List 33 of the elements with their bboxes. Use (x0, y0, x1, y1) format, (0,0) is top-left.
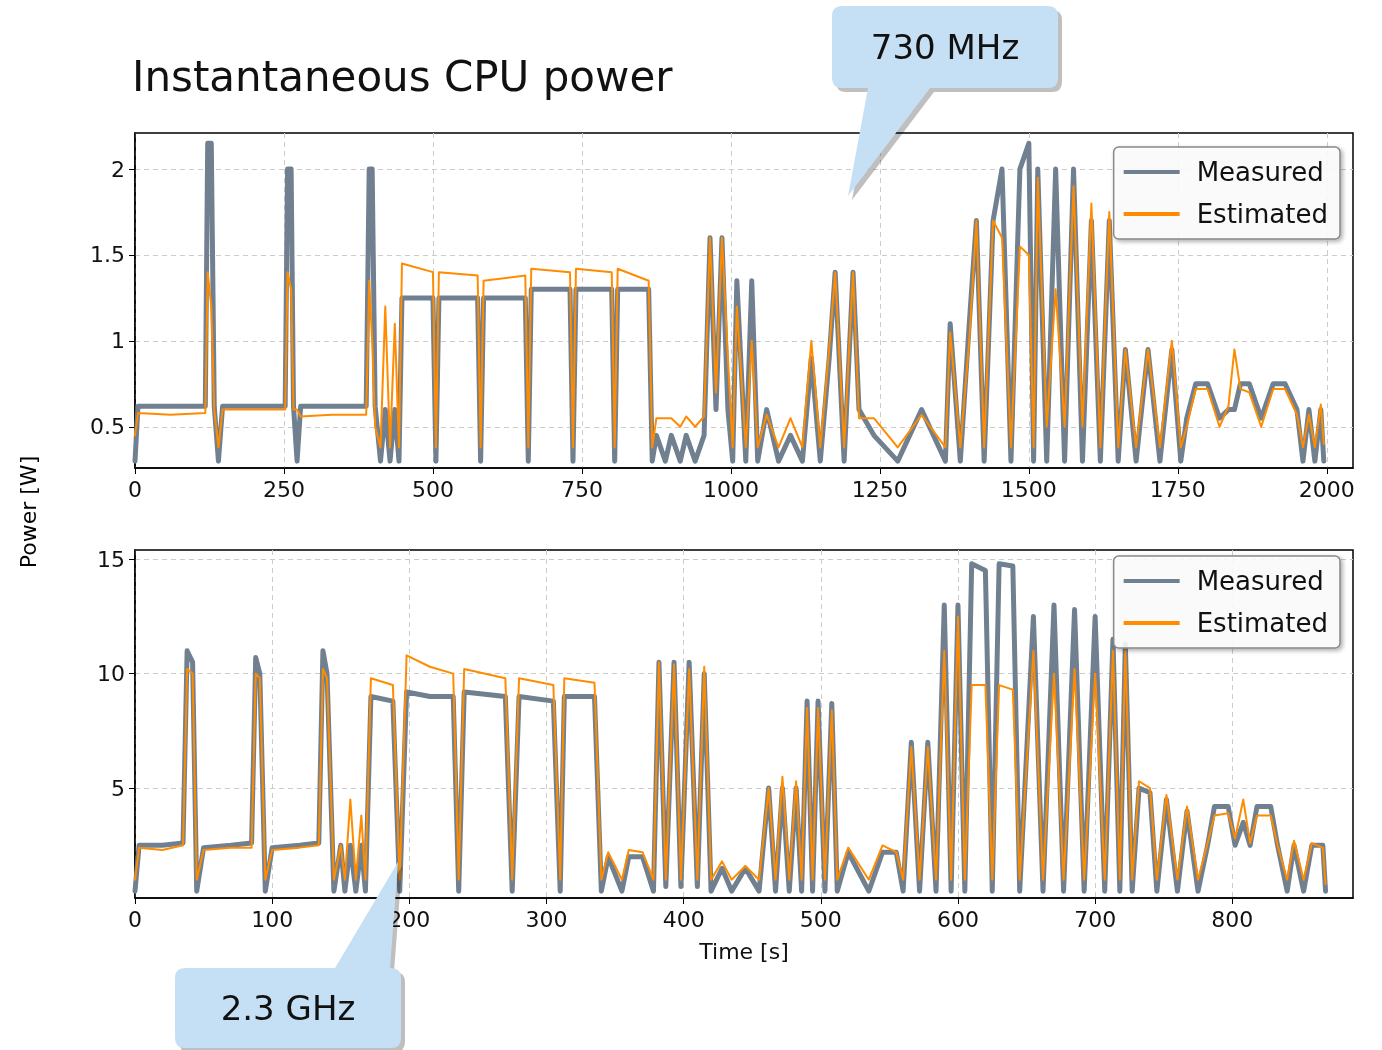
x-tick-label: 400 (662, 906, 705, 932)
x-tick-label: 500 (411, 476, 454, 502)
y-tick-label: 0.5 (90, 414, 125, 440)
x-tick-label: 250 (262, 476, 305, 502)
x-tick-label: 100 (251, 906, 294, 932)
legend-label: Measured (1196, 566, 1324, 596)
y-tick-label: 1 (111, 328, 125, 354)
x-tick-label: 300 (525, 906, 568, 932)
x-tick-label: 1500 (1000, 476, 1057, 502)
text: 730 MHz (870, 27, 1020, 67)
x-tick-label: 500 (799, 906, 842, 932)
legend-label: Estimated (1196, 608, 1329, 638)
x-tick-label: 700 (1074, 906, 1117, 932)
y-tick-label: 15 (97, 546, 125, 572)
x-tick-label: 600 (936, 906, 979, 932)
x-axis-title: Time [s] (698, 938, 789, 964)
x-tick-label: 800 (1211, 906, 1254, 932)
legend-label: Measured (1196, 157, 1324, 187)
x-tick-label: 0 (128, 476, 142, 502)
y-tick-label: 1.5 (90, 242, 125, 268)
y-tick-label: 5 (111, 775, 125, 801)
x-tick-label: 750 (560, 476, 603, 502)
x-tick-label: 1750 (1149, 476, 1206, 502)
y-tick-label: 2 (111, 156, 125, 182)
x-tick-label: 0 (128, 906, 142, 932)
chart-title: Instantaneous CPU power (132, 52, 673, 101)
x-tick-label: 1250 (851, 476, 908, 502)
legend-label: Estimated (1196, 199, 1329, 229)
y-tick-label: 10 (97, 661, 125, 687)
y-axis-title: Power [W] (15, 455, 41, 569)
text: 2.3 GHz (220, 988, 356, 1028)
x-tick-label: 2000 (1298, 476, 1355, 502)
x-tick-label: 1000 (702, 476, 759, 502)
